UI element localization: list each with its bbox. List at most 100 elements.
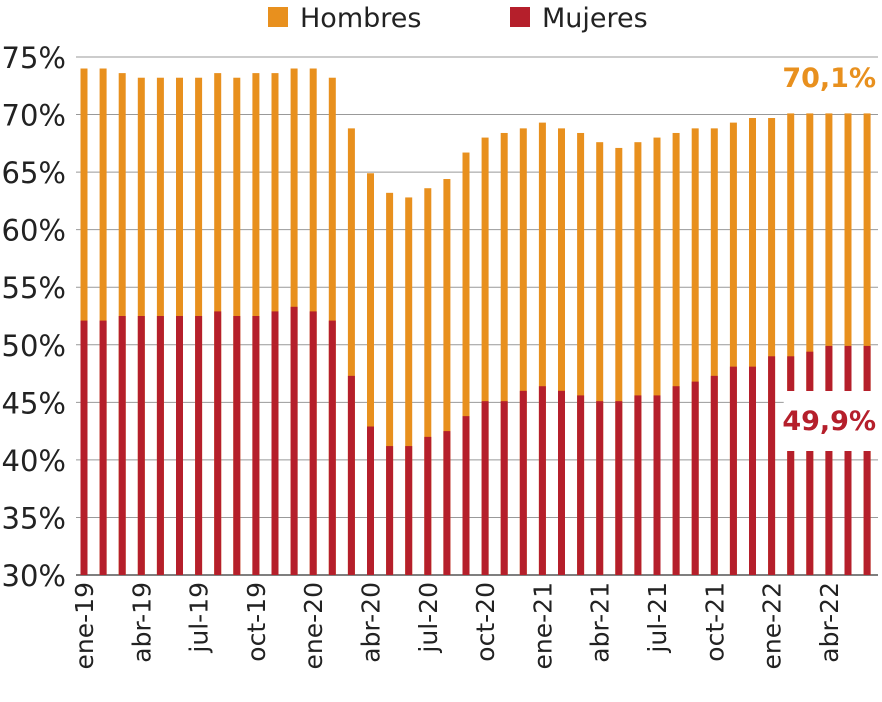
bar-mujeres [462, 416, 470, 575]
bar-mujeres [729, 366, 737, 575]
bar-mujeres [137, 316, 145, 575]
bar-mujeres [290, 306, 298, 575]
bar-hombres [863, 113, 871, 575]
bar-hombres [462, 152, 470, 575]
y-tick-label: 55% [2, 271, 66, 305]
bar-hombres [806, 113, 814, 575]
annotations: 70,1% 49,9% [782, 63, 882, 451]
bar-hombres [577, 132, 585, 575]
legend-swatch-hombres [268, 7, 288, 27]
bar-mujeres [309, 311, 317, 575]
bar-mujeres [615, 401, 623, 575]
y-tick-label: 40% [2, 444, 66, 478]
bar-mujeres [80, 320, 88, 575]
x-tick-label: jul-21 [643, 582, 672, 654]
bar-hombres [519, 128, 527, 575]
bar-hombres [500, 132, 508, 575]
bar-mujeres [443, 431, 451, 575]
bar-hombres [634, 142, 642, 575]
bar-mujeres [271, 311, 279, 575]
bar-hombres [558, 128, 565, 575]
bar-mujeres [538, 386, 546, 575]
bar-mujeres [634, 395, 642, 575]
bar-hombres [367, 173, 374, 576]
bar-mujeres [99, 320, 107, 575]
legend-label-mujeres: Mujeres [542, 3, 648, 34]
legend-swatch-mujeres [510, 7, 530, 27]
bar-mujeres [176, 316, 183, 575]
bar-mujeres [195, 316, 203, 575]
bar-mujeres [328, 320, 336, 575]
bar-hombres [672, 132, 680, 575]
bar-hombres [347, 128, 355, 575]
x-tick-label: abr-20 [357, 582, 386, 663]
x-tick-label: oct-20 [471, 582, 500, 662]
bar-mujeres [519, 390, 527, 575]
bar-mujeres [367, 426, 374, 575]
bar-hombres [596, 142, 604, 575]
bar-hombres [615, 147, 623, 575]
bar-mujeres [691, 381, 699, 575]
annotation-mujeres: 49,9% [782, 406, 876, 437]
bar-hombres [653, 137, 661, 576]
y-tick-label: 65% [2, 156, 66, 190]
bar-hombres [405, 197, 413, 576]
bar-mujeres [500, 401, 508, 575]
bar-mujeres [347, 375, 355, 575]
bar-mujeres [214, 311, 222, 575]
bar-hombres [386, 192, 394, 575]
y-tick-label: 75% [2, 41, 66, 75]
annotation-hombres: 70,1% [782, 63, 876, 94]
bar-mujeres [787, 356, 795, 575]
bar-hombres [538, 122, 546, 575]
x-tick-label: abr-21 [586, 582, 615, 663]
y-tick-label: 35% [2, 501, 66, 535]
y-tick-label: 70% [2, 99, 66, 133]
bar-hombres [443, 179, 451, 576]
y-tick-label: 60% [2, 214, 66, 248]
bar-mujeres [768, 356, 776, 575]
bar-hombres [424, 188, 432, 575]
bar-hombres [481, 137, 489, 576]
bar-mujeres [424, 436, 432, 575]
x-tick-label: jul-20 [414, 582, 443, 654]
x-tick-label: ene-21 [528, 582, 557, 669]
x-tick-label: abr-22 [815, 582, 844, 663]
bar-mujeres [710, 375, 718, 575]
bar-mujeres [844, 345, 852, 575]
bar-hombres [825, 113, 833, 575]
y-tick-label: 45% [2, 386, 66, 420]
y-tick-label: 30% [2, 559, 66, 593]
bar-mujeres [405, 446, 413, 575]
x-axis: ene-19 abr-19 jul-19 oct-19 ene-20 abr-20 jul-… [70, 582, 844, 669]
x-tick-label: ene-19 [70, 582, 99, 669]
bar-mujeres [825, 345, 833, 575]
legend: Hombres Mujeres [268, 3, 648, 34]
bar-mujeres [252, 316, 260, 575]
bar-hombres [749, 118, 756, 576]
bar-mujeres [596, 401, 604, 575]
bar-mujeres [118, 316, 126, 575]
x-tick-label: ene-20 [299, 582, 328, 669]
bar-mujeres [749, 366, 756, 575]
bar-mujeres [672, 386, 680, 575]
legend-label-hombres: Hombres [300, 3, 421, 34]
bar-hombres [691, 128, 699, 575]
x-tick-label: jul-19 [185, 582, 214, 654]
gridlines [76, 56, 878, 576]
bar-mujeres [386, 446, 394, 575]
bars [80, 68, 871, 576]
bar-mujeres [233, 316, 241, 575]
bar-mujeres [577, 395, 585, 575]
bar-hombres [787, 113, 795, 575]
bar-mujeres [863, 345, 871, 575]
annotation-background [783, 391, 882, 451]
bar-mujeres [156, 316, 164, 575]
bar-hombres [844, 113, 852, 575]
bar-mujeres [806, 351, 814, 575]
bar-hombres [729, 122, 737, 575]
y-tick-label: 50% [2, 329, 66, 363]
bar-mujeres [481, 401, 489, 575]
y-axis: 30% 35% 40% 45% 50% 55% 60% 65% 70% 75% [2, 41, 66, 593]
